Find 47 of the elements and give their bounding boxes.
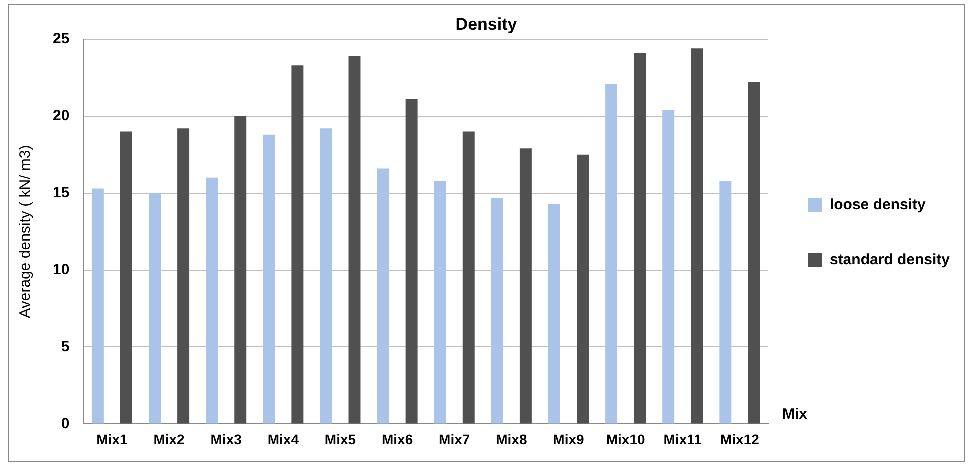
- x-tick-label: Mix4: [268, 431, 300, 448]
- legend-label: standard density: [830, 252, 951, 269]
- bar: [292, 66, 304, 424]
- bar: [748, 82, 760, 424]
- bar: [320, 128, 332, 424]
- y-tick-label: 15: [52, 184, 70, 202]
- x-tick-label: Mix10: [606, 431, 646, 448]
- bar: [491, 198, 504, 424]
- bar: [606, 84, 618, 424]
- y-tick-label: 20: [52, 108, 70, 124]
- bar: [548, 204, 560, 424]
- bar: [263, 134, 276, 424]
- bar: [434, 181, 446, 424]
- x-tick-label: Mix11: [664, 431, 702, 448]
- chart-title: Density: [456, 14, 518, 34]
- y-tick-label: 25: [52, 30, 70, 48]
- bar: [206, 178, 218, 424]
- y-tick-label: 0: [61, 415, 70, 432]
- y-axis-title: Average density ( kN/ m3): [17, 145, 34, 318]
- y-tick-label: 10: [52, 261, 70, 278]
- bar: [234, 116, 247, 424]
- bar: [520, 148, 532, 424]
- x-axis-title: Mix: [782, 406, 808, 423]
- legend-label: loose density: [830, 196, 926, 214]
- y-tick-label: 5: [61, 338, 70, 356]
- bar: [178, 128, 190, 424]
- x-tick-label: Mix3: [210, 431, 242, 448]
- x-tick-label: Mix9: [553, 431, 585, 448]
- bar: [662, 110, 675, 424]
- bar: [120, 132, 132, 424]
- bar: [691, 48, 704, 424]
- x-tick-label: Mix12: [720, 431, 760, 448]
- bar: [462, 132, 475, 424]
- x-tick-label: Mix8: [496, 431, 528, 448]
- bar: [406, 99, 418, 424]
- bar: [720, 181, 732, 424]
- x-tick-label: Mix2: [154, 431, 186, 448]
- bar: [634, 53, 646, 424]
- x-tick-label: Mix5: [324, 431, 356, 448]
- bar: [577, 154, 589, 424]
- bar: [348, 56, 361, 424]
- x-tick-label: Mix6: [382, 431, 414, 448]
- bar: [377, 168, 390, 424]
- bar: [149, 193, 162, 424]
- x-tick-label: Mix7: [439, 431, 470, 448]
- bar: [92, 188, 104, 424]
- x-tick-label: Mix1: [96, 431, 128, 448]
